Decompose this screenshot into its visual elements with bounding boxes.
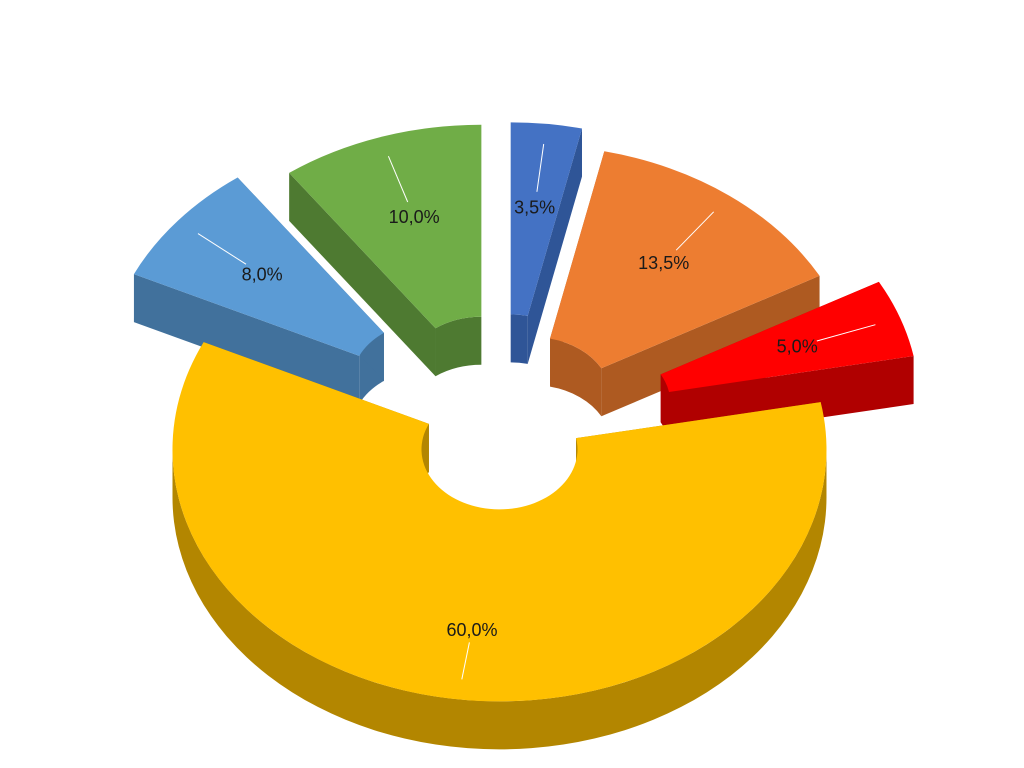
slice-outer-wall <box>172 449 827 750</box>
leader-line-5 <box>387 156 409 203</box>
slice-3 <box>172 342 827 702</box>
slice-label-1: 13,5% <box>638 253 689 273</box>
slice-inner-wall <box>510 314 528 364</box>
slice-label-5: 10,0% <box>389 207 440 227</box>
leader-line-4 <box>197 233 247 265</box>
leader-line-3 <box>461 642 470 680</box>
slice-cut-face <box>601 275 820 417</box>
slice-cut-face <box>133 274 360 404</box>
slice-tops <box>133 122 914 702</box>
slice-cut-face <box>527 128 583 364</box>
slice-5 <box>289 124 482 329</box>
leader-line-2 <box>816 324 876 342</box>
slice-inner-wall <box>435 316 482 377</box>
slice-label-2: 5,0% <box>777 336 818 356</box>
slice-label-3: 60,0% <box>446 620 497 640</box>
slice-labels: 3,5% 13,5% 5,0% 60,0% 8,0% 10,0% <box>197 143 876 680</box>
leader-line-0 <box>536 143 545 192</box>
slice-label-4: 8,0% <box>242 264 283 284</box>
slice-label-0: 3,5% <box>514 198 555 218</box>
slice-cut-face <box>289 172 436 377</box>
slice-2 <box>660 281 914 392</box>
slice-4 <box>133 177 384 356</box>
slice-0 <box>510 122 583 316</box>
slice-inner-wall <box>550 338 602 417</box>
slice-1 <box>550 151 820 369</box>
leader-line-1 <box>675 211 715 251</box>
